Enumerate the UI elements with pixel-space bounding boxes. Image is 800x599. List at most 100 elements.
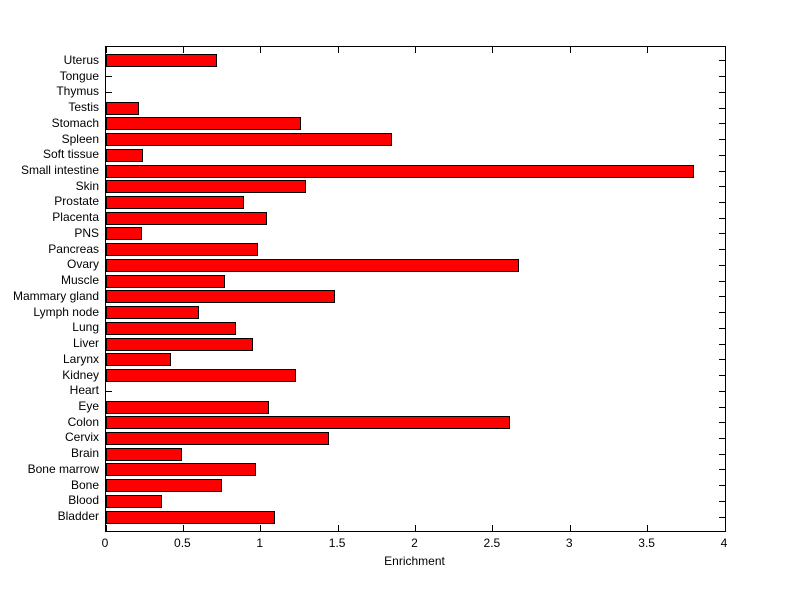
y-tick <box>719 170 725 172</box>
y-tick <box>719 123 725 125</box>
y-axis-label: Bone <box>70 477 99 492</box>
bar <box>106 321 236 335</box>
y-axis-label: Thymus <box>56 84 99 99</box>
x-tick-label: 1.5 <box>328 536 346 550</box>
y-axis-label: Kidney <box>62 367 99 382</box>
y-tick <box>719 453 725 455</box>
x-tick-label: 2.5 <box>483 536 501 550</box>
x-tick-label: 2 <box>411 536 418 550</box>
x-tick-label: 3 <box>565 536 573 550</box>
bar <box>106 117 301 131</box>
y-tick <box>719 264 725 266</box>
y-tick <box>719 186 725 188</box>
y-axis-label: Cervix <box>64 430 99 445</box>
y-tick <box>719 296 725 298</box>
bar <box>106 274 226 288</box>
y-tick <box>719 359 725 361</box>
y-tick <box>719 233 725 235</box>
y-tick <box>719 327 725 329</box>
x-tick <box>647 47 649 53</box>
y-tick <box>106 91 112 93</box>
bar <box>106 211 267 225</box>
y-axis-label: PNS <box>74 225 99 240</box>
plot-area <box>105 46 726 532</box>
y-tick <box>719 217 725 219</box>
x-tick <box>647 525 649 531</box>
bar <box>106 353 171 367</box>
y-axis-label: Brain <box>70 446 99 461</box>
y-tick <box>719 390 725 392</box>
y-axis-label: Lymph node <box>33 304 99 319</box>
bar <box>106 369 297 382</box>
y-tick <box>719 469 725 471</box>
x-tick <box>492 525 494 531</box>
bar <box>106 243 258 257</box>
y-axis-label: Mammary gland <box>12 288 99 303</box>
y-axis-label: Skin <box>75 178 99 193</box>
y-tick <box>719 312 725 314</box>
bar <box>106 227 142 241</box>
y-tick <box>719 500 725 502</box>
bar <box>106 54 218 68</box>
x-tick-label: 0.5 <box>174 536 191 550</box>
y-tick <box>719 280 725 282</box>
bar <box>106 133 393 146</box>
y-axis-label: Larynx <box>62 351 99 366</box>
y-axis-label: Ovary <box>66 257 99 272</box>
x-tick <box>105 47 107 53</box>
y-axis-label: Placenta <box>52 210 99 225</box>
y-tick <box>106 76 112 78</box>
x-tick-label: 4 <box>720 536 728 550</box>
y-axis-label: Liver <box>72 336 99 351</box>
y-tick <box>719 485 725 487</box>
bar <box>106 510 275 524</box>
y-axis-label: Blood <box>68 493 99 508</box>
y-axis-label: Bladder <box>57 509 99 524</box>
y-axis-label: Lung <box>72 320 99 335</box>
y-tick <box>719 60 725 62</box>
x-tick <box>260 47 262 53</box>
bar <box>106 258 520 272</box>
bar <box>106 463 257 477</box>
bar <box>106 337 253 351</box>
bar <box>106 400 269 414</box>
y-axis-label: Muscle <box>60 273 99 288</box>
y-tick <box>719 343 725 345</box>
y-tick <box>719 76 725 78</box>
bar <box>106 479 223 493</box>
y-axis-label: Small intestine <box>20 163 99 177</box>
x-tick-label: 0 <box>101 536 109 550</box>
x-tick <box>569 525 571 531</box>
bar <box>106 306 199 320</box>
y-tick <box>719 249 725 251</box>
y-tick <box>719 516 725 518</box>
x-tick <box>182 47 184 53</box>
x-tick <box>724 47 726 53</box>
x-tick <box>492 47 494 53</box>
y-tick <box>106 390 112 392</box>
y-axis-label: Testis <box>68 100 99 115</box>
y-tick <box>719 139 725 140</box>
y-axis-label: Stomach <box>51 115 99 130</box>
bar <box>106 432 329 445</box>
bar <box>106 290 335 304</box>
y-axis-label: Heart <box>69 383 99 398</box>
x-tick <box>569 47 571 53</box>
y-axis-label: Bone marrow <box>27 461 99 476</box>
y-axis-label: Prostate <box>54 194 99 209</box>
y-axis-label: Eye <box>78 399 99 413</box>
x-tick <box>415 525 416 531</box>
y-tick <box>719 91 725 93</box>
bar <box>106 494 162 508</box>
y-tick <box>719 107 725 109</box>
y-tick <box>719 202 725 203</box>
x-tick <box>724 525 726 531</box>
bar <box>106 447 182 461</box>
x-tick <box>415 47 416 53</box>
x-tick <box>337 47 339 53</box>
x-tick <box>337 525 339 531</box>
bar <box>106 101 139 115</box>
x-axis-title: Enrichment <box>384 554 445 568</box>
x-tick <box>182 525 184 531</box>
y-tick <box>719 406 725 408</box>
